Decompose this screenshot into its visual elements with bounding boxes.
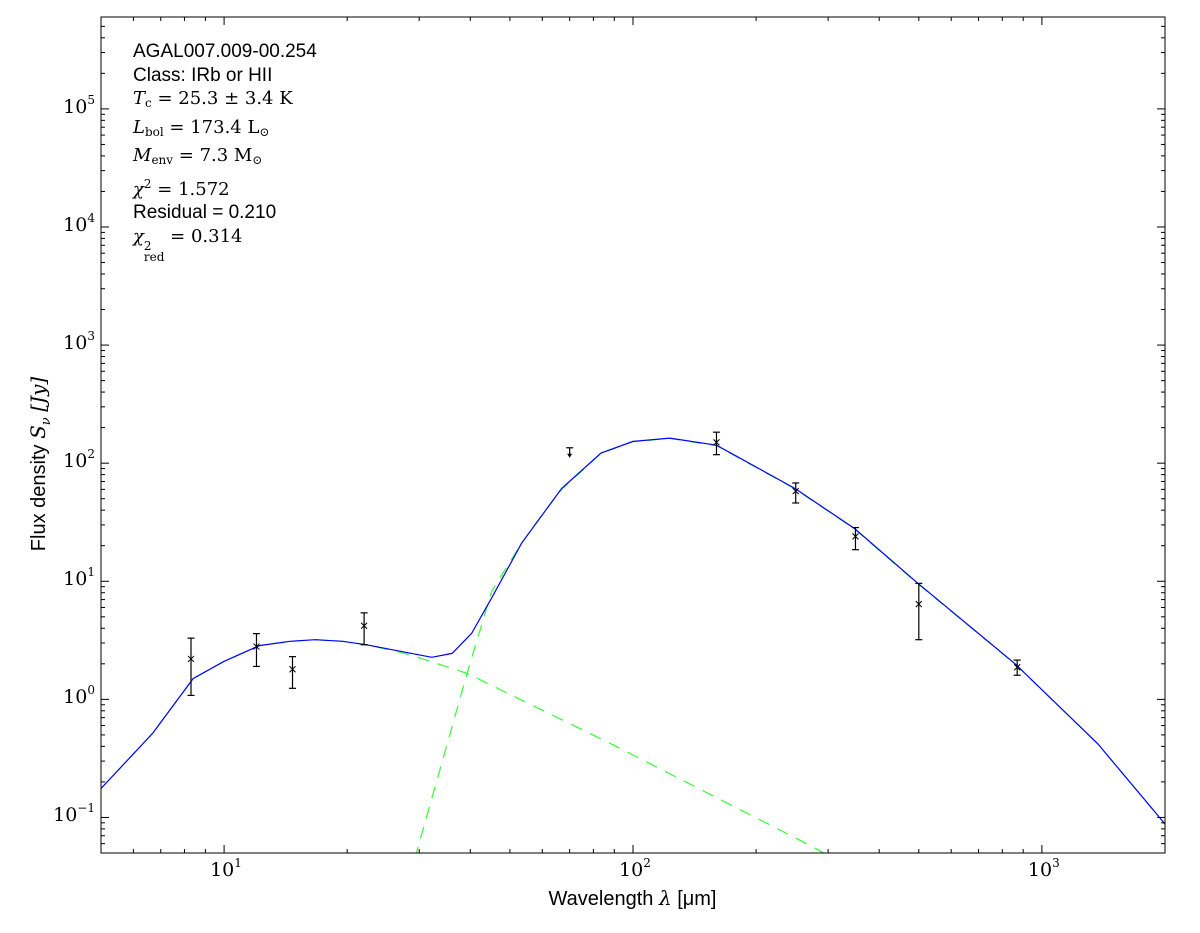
- x-axis-label: Wavelength λ [μm]: [548, 886, 717, 910]
- data-point: [187, 637, 195, 697]
- x-marker: [253, 643, 260, 650]
- annotation-block: AGAL007.009-00.254 Class: IRb or HII Tc …: [133, 40, 317, 263]
- y-tick-label: 100: [63, 683, 95, 709]
- data-points: [187, 431, 1021, 697]
- data-point: [851, 526, 859, 551]
- y-tick-label: 105: [63, 92, 95, 118]
- upper-limit-arrow: [567, 453, 573, 458]
- residual-label: Residual = 0.210: [133, 202, 277, 223]
- axis-ticks: [100, 16, 1166, 854]
- x-marker: [713, 439, 720, 446]
- source-name: AGAL007.009-00.254: [133, 41, 317, 62]
- x-tick-label: 101: [210, 856, 242, 881]
- y-tick-label: 104: [63, 210, 95, 236]
- y-tick-label: 103: [63, 329, 95, 355]
- total-curve: [101, 437, 1165, 825]
- x-marker: [792, 487, 800, 495]
- plot-frame: [100, 16, 1166, 854]
- data-point: [289, 656, 297, 689]
- cold-component-curve: [415, 437, 1165, 853]
- luminosity-label: Lbol = 173.4 L⊙: [133, 116, 270, 139]
- x-marker: [852, 533, 859, 540]
- y-tick-label: 101: [63, 565, 95, 591]
- data-point: [1013, 659, 1021, 676]
- temperature-label: Tc = 25.3 ± 3.4 K: [133, 88, 293, 110]
- x-marker: [1013, 663, 1021, 671]
- mass-label: Menv = 7.3 M⊙: [133, 145, 263, 167]
- y-tick-label: 102: [63, 447, 95, 473]
- chi2-reduced-label: χ 2 red = 0.314: [133, 225, 243, 264]
- y-axis-label: Flux density Sν [Jy]: [26, 376, 54, 552]
- upper-limit: [566, 447, 574, 458]
- x-marker: [289, 665, 296, 673]
- warm-component-curve: [101, 639, 825, 853]
- x-tick-label: 103: [1027, 856, 1060, 881]
- x-tick-label: 102: [619, 856, 651, 881]
- x-marker: [360, 622, 368, 630]
- data-point: [915, 582, 923, 641]
- data-point: [360, 612, 368, 646]
- x-marker: [915, 600, 923, 608]
- y-tick-label: 10−1: [53, 801, 95, 827]
- source-class: Class: IRb or HII: [133, 64, 273, 86]
- data-point: [252, 633, 260, 668]
- x-marker: [187, 655, 195, 663]
- data-point: [792, 482, 800, 504]
- fit-curves: [101, 437, 1165, 853]
- chi2-label: χ2 = 1.572: [133, 176, 230, 200]
- data-point: [712, 431, 720, 456]
